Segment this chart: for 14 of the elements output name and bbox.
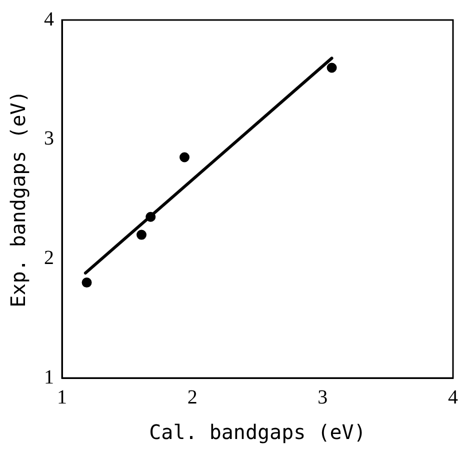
x-axis-title: Cal. bandgaps (eV)	[149, 420, 366, 444]
point	[326, 62, 337, 73]
y-tick-label: 3	[44, 128, 54, 150]
x-tick-label: 4	[448, 386, 458, 408]
point	[146, 212, 156, 222]
y-tick-label: 2	[44, 246, 54, 269]
y-tick-label: 4	[44, 8, 54, 30]
x-tick-label: 3	[318, 386, 328, 408]
y-tick-label: 1	[44, 366, 54, 388]
x-tick-label: 2	[187, 386, 198, 408]
point	[136, 230, 147, 240]
point	[180, 152, 190, 162]
point	[82, 278, 92, 288]
y-axis-title: Exp. bandgaps (eV)	[6, 90, 30, 308]
